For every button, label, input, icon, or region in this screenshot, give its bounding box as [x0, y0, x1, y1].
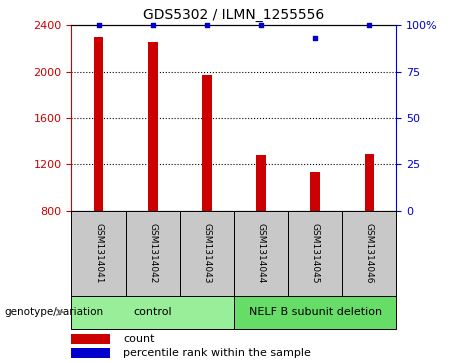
Bar	[71, 348, 111, 358]
Bar	[148, 42, 158, 211]
Bar	[94, 37, 103, 211]
Text: GSM1314045: GSM1314045	[311, 223, 320, 284]
Bar	[256, 155, 266, 211]
Text: GSM1314042: GSM1314042	[148, 223, 157, 284]
Text: GSM1314041: GSM1314041	[94, 223, 103, 284]
Text: count: count	[124, 334, 155, 344]
Point	[149, 23, 156, 28]
Text: GSM1314046: GSM1314046	[365, 223, 374, 284]
Point	[312, 36, 319, 41]
Bar	[234, 296, 396, 329]
Point	[366, 23, 373, 28]
Text: control: control	[133, 307, 172, 317]
Bar	[125, 211, 180, 296]
Text: genotype/variation: genotype/variation	[5, 307, 104, 317]
Bar	[288, 211, 342, 296]
Bar	[342, 211, 396, 296]
Point	[203, 23, 211, 28]
Text: GSM1314043: GSM1314043	[202, 223, 212, 284]
Bar	[180, 211, 234, 296]
Point	[257, 23, 265, 28]
Text: percentile rank within the sample: percentile rank within the sample	[124, 348, 311, 358]
Point	[95, 23, 102, 28]
Bar	[71, 296, 234, 329]
Bar	[234, 211, 288, 296]
Text: GSM1314044: GSM1314044	[256, 223, 266, 284]
Bar	[310, 172, 320, 211]
Text: NELF B subunit deletion: NELF B subunit deletion	[248, 307, 382, 317]
Title: GDS5302 / ILMN_1255556: GDS5302 / ILMN_1255556	[143, 8, 325, 22]
Bar	[71, 211, 125, 296]
Bar	[365, 154, 374, 211]
Bar	[71, 334, 111, 344]
Bar	[202, 75, 212, 211]
